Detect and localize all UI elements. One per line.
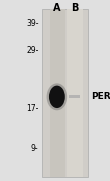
Bar [50, 9, 65, 177]
Text: 9-: 9- [31, 144, 38, 153]
Text: 39-: 39- [26, 19, 38, 28]
Text: 17-: 17- [26, 104, 38, 113]
Bar [67, 9, 82, 177]
Text: A: A [53, 3, 61, 13]
Text: B: B [71, 3, 79, 13]
Ellipse shape [49, 86, 65, 108]
Bar [69, 95, 80, 98]
Ellipse shape [47, 83, 67, 110]
Bar [42, 9, 88, 177]
Text: PERP: PERP [91, 92, 110, 101]
Text: 29-: 29- [26, 46, 38, 55]
